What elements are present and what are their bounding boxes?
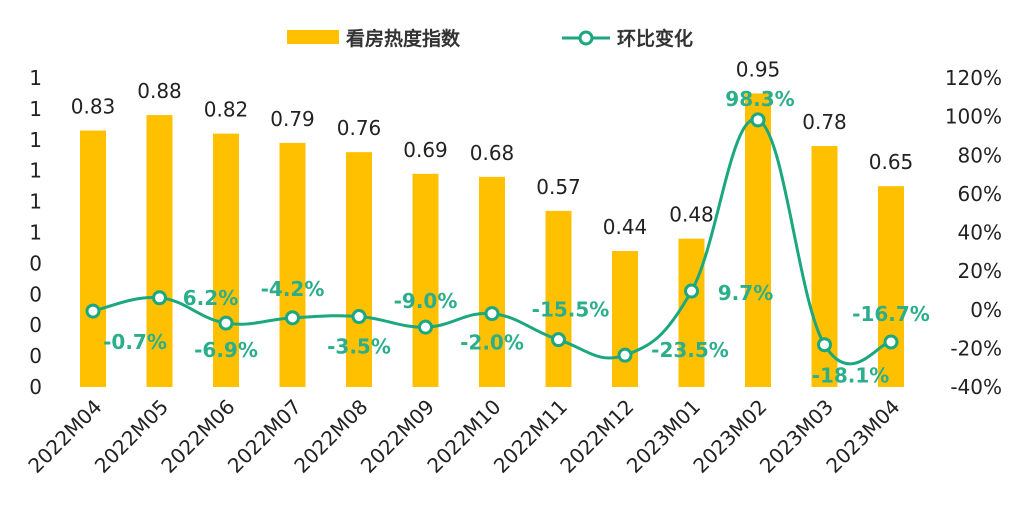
line-data-label: -18.1% xyxy=(812,364,890,388)
bar-labels: 0.83 0.88 0.82 0.79 0.76 0.69 0.68 0.57 0.44 0.48… xyxy=(71,57,914,239)
line-data-label: -9.0% xyxy=(394,289,458,313)
line-point xyxy=(351,309,367,325)
line-data-label: -4.2% xyxy=(261,277,325,301)
right-tick-label: 100% xyxy=(945,105,1002,129)
bar xyxy=(678,238,705,387)
line-point xyxy=(152,290,167,306)
bar-data-label: 0.44 xyxy=(603,215,648,239)
right-tick-label: 0% xyxy=(970,298,1002,322)
line-point xyxy=(617,347,633,363)
bar xyxy=(545,210,572,387)
right-tick-label: 120% xyxy=(945,66,1002,90)
line-data-label: -6.9% xyxy=(194,338,258,362)
left-tick-label: 1 xyxy=(29,190,42,214)
bar xyxy=(745,93,771,387)
bar-data-label: 0.57 xyxy=(536,175,581,199)
right-tick-label: 80% xyxy=(958,143,1002,167)
line-data-label: -0.7% xyxy=(103,330,167,354)
line-point xyxy=(817,337,832,353)
bar-data-label: 0.69 xyxy=(403,138,448,162)
line-data-label: -2.0% xyxy=(460,331,524,355)
line-point xyxy=(883,334,899,350)
left-tick-label: 0 xyxy=(29,344,42,368)
bar xyxy=(479,176,505,387)
bar-data-label: 0.79 xyxy=(270,107,315,131)
bar-data-label: 0.95 xyxy=(736,57,781,81)
left-tick-label: 1 xyxy=(29,128,42,152)
right-tick-label: -40% xyxy=(950,375,1002,399)
legend-bar-label: 看房热度指数 xyxy=(345,27,461,50)
bar xyxy=(80,130,106,387)
line-point xyxy=(684,283,699,299)
bar-data-label: 0.83 xyxy=(71,95,116,119)
line-series xyxy=(85,112,899,366)
line-point xyxy=(418,319,433,335)
bar-data-label: 0.78 xyxy=(802,110,847,134)
left-tick-label: 0 xyxy=(29,282,42,306)
right-axis: -40% -20% 0% 20% 40% 60% 80% 100% 120% xyxy=(945,66,1002,399)
left-tick-label: 0 xyxy=(29,375,42,399)
right-tick-label: -20% xyxy=(950,336,1002,360)
line-data-label: 98.3% xyxy=(725,87,794,111)
line-data-label: -3.5% xyxy=(327,335,391,359)
left-tick-label: 1 xyxy=(29,221,42,245)
line-data-label: -15.5% xyxy=(532,298,610,322)
bar-data-label: 0.88 xyxy=(137,79,182,103)
bar-data-label: 0.68 xyxy=(470,141,515,165)
line-point xyxy=(85,303,101,319)
line-point xyxy=(285,310,300,326)
left-tick-label: 1 xyxy=(29,159,42,183)
bar-data-label: 0.65 xyxy=(869,150,914,174)
legend-bar-swatch xyxy=(287,30,339,44)
line-point xyxy=(218,315,234,331)
legend: 看房热度指数 环比变化 xyxy=(287,27,693,50)
legend-line-marker xyxy=(578,30,594,46)
line-labels: -0.7% 6.2% -6.9% -4.2% -3.5%-9.0%-2.0% -15.5%… xyxy=(103,87,930,388)
bar xyxy=(213,133,239,387)
legend-line-label: 环比变化 xyxy=(617,27,693,50)
bar xyxy=(146,115,173,387)
left-axis: 0 0 0 0 0 1 1 1 1 1 1 xyxy=(29,66,42,399)
bar-data-label: 0.76 xyxy=(337,116,382,140)
x-tick-label: 2023M04 xyxy=(821,395,904,478)
left-tick-label: 1 xyxy=(29,66,42,90)
line-point xyxy=(551,332,566,348)
bar xyxy=(412,173,439,387)
line-path xyxy=(92,118,892,366)
right-tick-label: 20% xyxy=(958,259,1002,283)
line-point xyxy=(750,112,766,128)
line-point xyxy=(484,306,500,322)
line-data-label: 9.7% xyxy=(718,281,773,305)
line-data-label: -16.7% xyxy=(852,302,930,326)
x-axis: 2022M042022M052022M062022M072022M082022M… xyxy=(23,395,904,478)
bar xyxy=(279,142,306,387)
line-data-label: -23.5% xyxy=(651,338,729,362)
right-tick-label: 40% xyxy=(958,221,1002,245)
bar-data-label: 0.82 xyxy=(204,98,249,122)
bar xyxy=(612,251,638,387)
bar-data-label: 0.48 xyxy=(669,203,714,227)
right-tick-label: 60% xyxy=(958,182,1002,206)
left-tick-label: 0 xyxy=(29,251,42,275)
left-tick-label: 1 xyxy=(29,97,42,121)
bar xyxy=(346,152,372,387)
bar xyxy=(878,186,904,387)
line-data-label: 6.2% xyxy=(183,286,238,310)
left-tick-label: 0 xyxy=(29,313,42,337)
bars xyxy=(80,93,904,387)
